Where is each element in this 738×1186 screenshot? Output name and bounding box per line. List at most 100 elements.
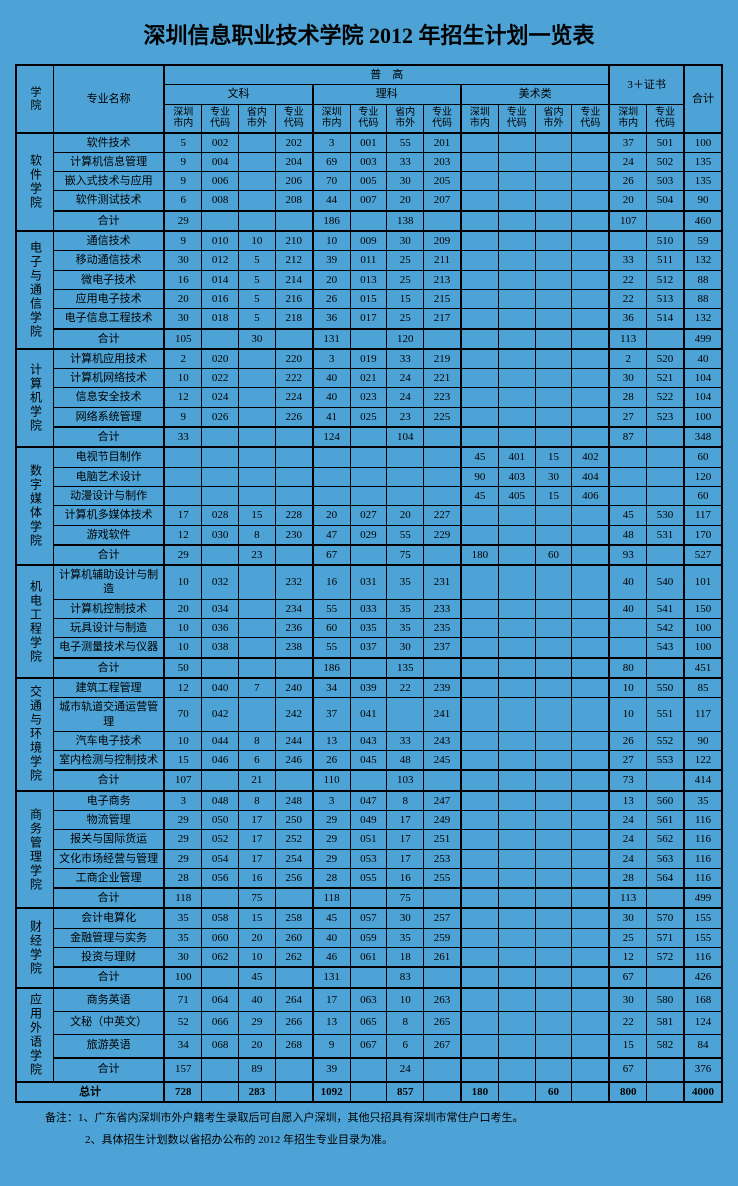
data-cell — [572, 133, 609, 153]
data-cell — [498, 599, 535, 618]
subtotal-row: 合计10530131120113499 — [16, 329, 722, 349]
data-cell — [461, 172, 498, 191]
data-cell: 248 — [275, 791, 312, 811]
subheader-cell: 省内市外 — [238, 104, 275, 133]
data-cell — [313, 447, 350, 467]
data-cell: 45 — [461, 486, 498, 505]
subtotal-cell: 75 — [387, 888, 424, 908]
subtotal-cell — [424, 545, 461, 565]
subtotal-cell: 83 — [387, 967, 424, 987]
data-cell — [164, 486, 201, 505]
data-cell: 15 — [387, 289, 424, 308]
data-cell: 215 — [424, 289, 461, 308]
data-cell — [498, 698, 535, 732]
data-cell: 116 — [684, 830, 722, 849]
subtotal-cell — [535, 658, 572, 678]
data-cell: 18 — [387, 948, 424, 968]
data-cell: 9 — [164, 407, 201, 427]
data-cell: 29 — [313, 810, 350, 829]
subtotal-cell: 376 — [684, 1058, 722, 1082]
data-cell — [498, 731, 535, 750]
data-cell: 40 — [609, 565, 646, 599]
table-row: 电脑艺术设计9040330404120 — [16, 467, 722, 486]
data-cell — [202, 447, 239, 467]
data-cell: 210 — [275, 231, 312, 251]
subheader-cell: 专业代码 — [647, 104, 684, 133]
grand-total-cell — [275, 1082, 312, 1102]
grand-total-cell: 60 — [535, 1082, 572, 1102]
data-cell — [461, 928, 498, 947]
data-cell: 033 — [350, 599, 387, 618]
data-cell: 101 — [684, 565, 722, 599]
subtotal-cell: 50 — [164, 658, 201, 678]
subtotal-cell: 93 — [609, 545, 646, 565]
subtotal-row: 合计292367751806093527 — [16, 545, 722, 565]
data-cell: 20 — [387, 506, 424, 525]
data-cell — [535, 191, 572, 211]
subtotal-cell: 103 — [387, 770, 424, 790]
data-cell: 401 — [498, 447, 535, 467]
table-row: 微电子技术16014521420013252132251288 — [16, 270, 722, 289]
data-cell — [535, 1034, 572, 1058]
data-cell: 124 — [684, 1011, 722, 1034]
data-cell: 571 — [647, 928, 684, 947]
data-cell: 001 — [350, 133, 387, 153]
data-cell — [609, 447, 646, 467]
subtotal-cell — [461, 888, 498, 908]
data-cell: 035 — [350, 619, 387, 638]
table-row: 计算机多媒体技术1702815228200272022745530117 — [16, 506, 722, 525]
data-cell: 132 — [684, 251, 722, 270]
subtotal-label: 合计 — [53, 888, 164, 908]
data-cell: 224 — [275, 388, 312, 407]
data-cell: 038 — [202, 638, 239, 658]
data-cell: 047 — [350, 791, 387, 811]
data-cell — [535, 309, 572, 329]
data-cell: 208 — [275, 191, 312, 211]
data-cell: 553 — [647, 751, 684, 771]
subtotal-cell — [535, 967, 572, 987]
data-cell — [498, 849, 535, 868]
grand-total-cell — [647, 1082, 684, 1102]
table-row: 计算机控制技术20034234550333523340541150 — [16, 599, 722, 618]
data-cell: 5 — [238, 309, 275, 329]
data-cell: 155 — [684, 928, 722, 947]
data-cell: 531 — [647, 525, 684, 545]
data-cell — [498, 928, 535, 947]
data-cell: 24 — [609, 849, 646, 868]
subtotal-cell: 118 — [164, 888, 201, 908]
data-cell — [461, 868, 498, 888]
data-cell: 066 — [202, 1011, 239, 1034]
data-cell — [498, 988, 535, 1012]
data-cell: 15 — [164, 751, 201, 771]
data-cell: 116 — [684, 948, 722, 968]
data-cell: 061 — [350, 948, 387, 968]
data-cell — [572, 791, 609, 811]
data-cell: 207 — [424, 191, 461, 211]
subtotal-cell: 113 — [609, 888, 646, 908]
subtotal-cell — [498, 211, 535, 231]
table-row: 网络系统管理9026226410252322527523100 — [16, 407, 722, 427]
data-cell — [461, 506, 498, 525]
data-cell — [461, 309, 498, 329]
data-cell: 17 — [238, 810, 275, 829]
data-cell: 266 — [275, 1011, 312, 1034]
header-total: 合计 — [684, 65, 722, 133]
data-cell — [572, 868, 609, 888]
data-cell — [498, 619, 535, 638]
data-cell — [498, 388, 535, 407]
data-cell: 049 — [350, 810, 387, 829]
data-cell: 009 — [350, 231, 387, 251]
subtotal-cell: 138 — [387, 211, 424, 231]
subtotal-cell — [275, 545, 312, 565]
data-cell — [424, 486, 461, 505]
data-cell: 551 — [647, 698, 684, 732]
data-cell: 028 — [202, 506, 239, 525]
subtotal-cell — [350, 427, 387, 447]
data-cell: 202 — [275, 133, 312, 153]
data-cell: 504 — [647, 191, 684, 211]
subtotal-cell: 499 — [684, 329, 722, 349]
data-cell — [572, 388, 609, 407]
data-cell — [572, 506, 609, 525]
data-cell — [572, 849, 609, 868]
data-cell — [461, 908, 498, 928]
